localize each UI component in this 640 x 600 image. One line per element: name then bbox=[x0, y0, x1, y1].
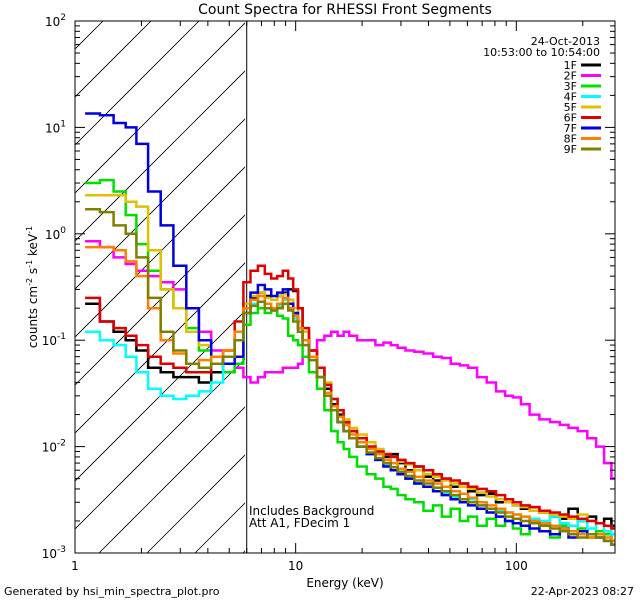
y-tick-label: 100 bbox=[45, 226, 66, 242]
x-axis-label: Energy (keV) bbox=[306, 576, 383, 590]
legend-label-2F: 2F bbox=[564, 70, 577, 83]
hatch-line bbox=[75, 358, 245, 530]
legend-label-6F: 6F bbox=[564, 112, 577, 125]
legend: 24-Oct-2013 10:53:00 to 10:54:00 1F2F3F4… bbox=[483, 35, 601, 156]
y-tick-label: 10-2 bbox=[42, 439, 66, 455]
hatch-line bbox=[483, 0, 640, 553]
series-layer bbox=[85, 112, 615, 546]
series-line-9F bbox=[85, 208, 615, 546]
series-line-1F bbox=[85, 288, 615, 528]
excluded-region-hatch bbox=[0, 0, 640, 553]
y-tick-label: 10-1 bbox=[42, 332, 66, 348]
observation-time-range: 10:53:00 to 10:54:00 bbox=[483, 46, 600, 59]
legend-label-5F: 5F bbox=[564, 101, 577, 114]
series-line-2F bbox=[85, 240, 615, 480]
legend-label-1F: 1F bbox=[564, 59, 577, 72]
series-line-8F bbox=[85, 245, 615, 543]
series-line-6F bbox=[85, 264, 615, 530]
y-axis-label: counts cm-2 s-1 keV-1 bbox=[25, 226, 40, 348]
footer-timestamp: 22-Apr-2023 08:27 bbox=[531, 585, 634, 598]
hatch-line bbox=[75, 22, 245, 194]
x-tick-label: 100 bbox=[505, 559, 528, 573]
legend-label-4F: 4F bbox=[564, 91, 577, 104]
annotation-attenuator: Att A1, FDecim 1 bbox=[249, 516, 350, 530]
hatch-line bbox=[75, 166, 245, 338]
series-line-5F bbox=[85, 194, 615, 530]
chart-title: Count Spectra for RHESSI Front Segments bbox=[198, 2, 492, 18]
annotation-background: Includes Background bbox=[249, 504, 374, 518]
hatch-line bbox=[627, 0, 640, 553]
legend-label-7F: 7F bbox=[564, 122, 577, 135]
hatch-line bbox=[291, 0, 640, 553]
y-tick-label: 101 bbox=[45, 119, 66, 135]
observation-date: 24-Oct-2013 bbox=[531, 35, 600, 48]
hatch-line bbox=[242, 550, 245, 553]
hatch-line bbox=[75, 118, 245, 290]
footer-generated-by: Generated by hsi_min_spectra_plot.pro bbox=[4, 585, 220, 598]
hatch-line bbox=[339, 0, 640, 553]
hatch-line bbox=[435, 0, 640, 553]
hatch-line bbox=[75, 21, 152, 98]
legend-label-8F: 8F bbox=[564, 133, 577, 146]
hatch-line bbox=[531, 0, 640, 553]
hatch-line bbox=[0, 0, 123, 553]
series-line-3F bbox=[85, 178, 615, 543]
legend-label-3F: 3F bbox=[564, 80, 577, 93]
x-tick-label: 1 bbox=[71, 559, 79, 573]
x-tick-label: 10 bbox=[288, 559, 303, 573]
hatch-line bbox=[75, 214, 245, 386]
hatch-line bbox=[579, 0, 640, 553]
hatch-line bbox=[75, 310, 245, 482]
legend-label-9F: 9F bbox=[564, 143, 577, 156]
hatch-line bbox=[75, 21, 200, 146]
hatch-line bbox=[98, 406, 245, 553]
plot-frame bbox=[74, 20, 616, 554]
y-tick-label: 102 bbox=[45, 13, 66, 29]
y-tick-label: 10-3 bbox=[42, 545, 66, 561]
tick-layer: 1 10 100 10-3 10-2 10-1 100 101 102 bbox=[42, 13, 615, 573]
series-line-7F bbox=[85, 112, 615, 546]
